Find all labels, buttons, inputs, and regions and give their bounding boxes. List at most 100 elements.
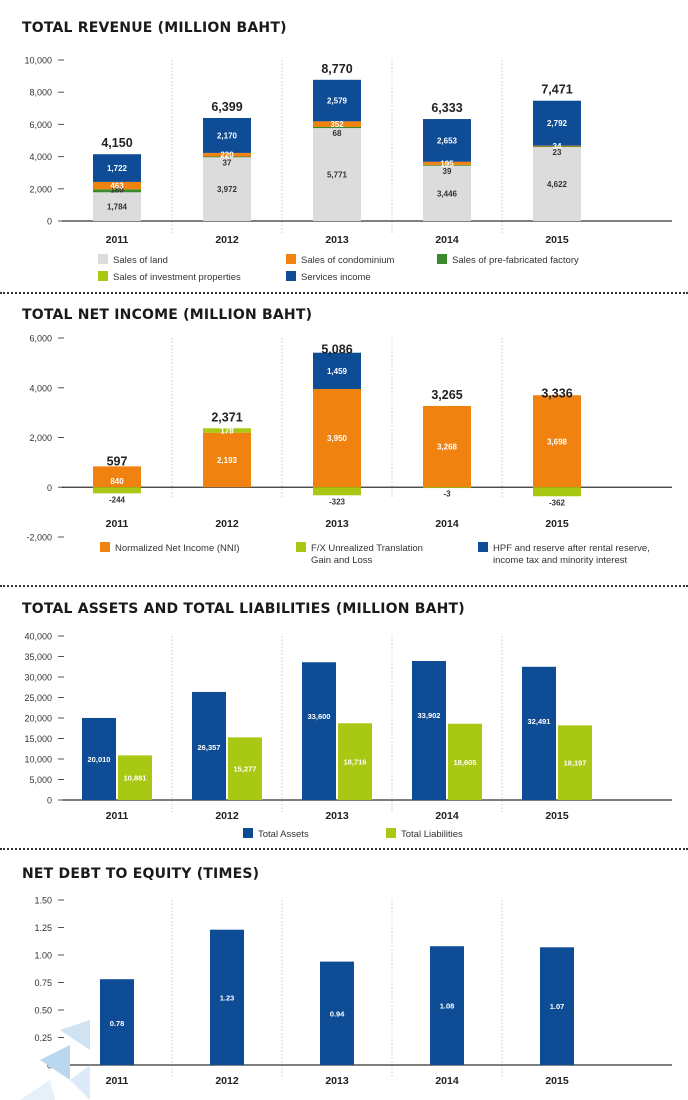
y-tick-label: 30,000 xyxy=(24,673,52,683)
data-label-fx: -244 xyxy=(109,495,126,504)
legend-investment-label: Sales of investment properties xyxy=(113,272,241,283)
bar-fx xyxy=(313,487,361,496)
bar-total-liabilities xyxy=(448,723,482,800)
y-tick-label: 1.50 xyxy=(34,896,52,906)
bar-nni xyxy=(93,466,141,488)
x-tick-label: 2012 xyxy=(215,1075,239,1087)
y-tick-label: 35,000 xyxy=(24,652,52,662)
y-tick-label: 8,000 xyxy=(29,88,52,98)
total-label: 5,086 xyxy=(321,343,352,357)
bar-net-debt-to-equity xyxy=(100,979,134,1065)
y-tick-label: 0 xyxy=(47,217,52,227)
bar-services xyxy=(533,100,581,146)
legend-services-swatch xyxy=(286,271,296,281)
bar-total-assets xyxy=(412,661,446,800)
total-label: 3,336 xyxy=(541,386,572,400)
total-label: 6,399 xyxy=(211,100,242,114)
net-income-chart: 6,000 4,000 2,000 0 -2,000 2011 2012 2013 2014 20… xyxy=(26,334,672,566)
total-label: 8,770 xyxy=(321,62,352,76)
legend-liabilities-swatch xyxy=(386,828,396,838)
data-label-factory: 37 xyxy=(223,158,232,167)
data-label-condo: 463 xyxy=(110,182,124,191)
total-label: 597 xyxy=(107,454,128,468)
bar-factory xyxy=(423,164,471,166)
data-label-land: 3,972 xyxy=(217,185,238,194)
legend-assets-label: Total Assets xyxy=(258,829,309,840)
y-tick-label: 15,000 xyxy=(24,734,52,744)
nde-chart: 1.501.251.000.750.500.250201120122013201… xyxy=(34,896,672,1087)
y-tick-label: 2,000 xyxy=(29,433,52,443)
data-label-hpf: 1,459 xyxy=(327,367,348,376)
bar-fx xyxy=(533,487,581,497)
data-label-nni: 3,950 xyxy=(327,434,348,443)
y-tick-label: 10,000 xyxy=(24,755,52,765)
data-label-liabilities: 10,881 xyxy=(124,774,147,783)
y-tick-label: 5,000 xyxy=(29,775,52,785)
data-label-land: 1,784 xyxy=(107,203,128,212)
legend-investment-swatch xyxy=(98,271,108,281)
bar-factory xyxy=(203,156,251,158)
assets-chart-title: TOTAL ASSETS AND TOTAL LIABILITIES (MILL… xyxy=(22,601,465,617)
legend-assets-swatch xyxy=(243,828,253,838)
data-label-nde: 0.94 xyxy=(330,1009,345,1018)
bar-nni xyxy=(423,405,471,488)
x-tick-label: 2013 xyxy=(325,234,349,246)
bar-total-liabilities xyxy=(338,723,372,800)
bar-land xyxy=(203,157,251,221)
data-label-services: 1,722 xyxy=(107,164,128,173)
x-tick-label: 2012 xyxy=(215,810,239,822)
legend-hpf-label: HPF and reserve after rental reserve, xyxy=(493,543,650,554)
bar-nni xyxy=(533,395,581,488)
data-label-nde: 1.08 xyxy=(440,1002,455,1011)
data-label-condo: 220 xyxy=(220,151,234,160)
data-label-condo: 352 xyxy=(330,120,344,129)
total-label: 2,371 xyxy=(211,410,242,424)
bar-fx xyxy=(93,487,141,494)
y-tick-label: 2,000 xyxy=(29,184,52,194)
data-label-factory: 39 xyxy=(443,167,452,176)
assets-chart: 40,000 35,000 30,000 25,000 20,000 15,000 10,0… xyxy=(24,632,672,840)
data-label-land: 4,622 xyxy=(547,180,568,189)
legend-condo-label: Sales of condominium xyxy=(301,255,395,266)
bar-net-debt-to-equity xyxy=(430,946,464,1065)
data-label-services: 2,170 xyxy=(217,131,238,140)
y-tick-label: 6,000 xyxy=(29,334,52,344)
revenue-chart: 10,000 8,000 6,000 4,000 2,000 0 2011 2012 2013 2… xyxy=(24,56,672,283)
y-tick-label: 4,000 xyxy=(29,152,52,162)
data-label-condo: 195 xyxy=(440,159,454,168)
legend-condo-swatch xyxy=(286,254,296,264)
x-tick-label: 2015 xyxy=(545,234,569,246)
bar-services xyxy=(423,119,471,162)
bar-total-assets xyxy=(302,662,336,800)
y-tick-label: 20,000 xyxy=(24,714,52,724)
x-tick-label: 2012 xyxy=(215,518,239,530)
data-label-land: 5,771 xyxy=(327,171,348,180)
total-label: 4,150 xyxy=(101,136,132,150)
legend-land-label: Sales of land xyxy=(113,255,168,266)
x-tick-label: 2014 xyxy=(435,810,459,822)
data-label-assets: 33,902 xyxy=(418,711,441,720)
bar-fx xyxy=(423,487,471,489)
x-tick-label: 2014 xyxy=(435,1075,459,1087)
x-tick-label: 2011 xyxy=(106,810,129,822)
x-tick-label: 2011 xyxy=(106,234,129,246)
bar-factory xyxy=(313,126,361,129)
legend-hpf-label: income tax and minority interest xyxy=(493,555,627,566)
bar-factory xyxy=(533,146,581,148)
data-label-assets: 20,010 xyxy=(88,755,111,764)
data-label-liabilities: 18,605 xyxy=(454,758,477,767)
data-label-factory: 23 xyxy=(553,148,562,157)
legend-factory-swatch xyxy=(437,254,447,264)
legend-factory-label: Sales of pre-fabricated factory xyxy=(452,255,579,266)
data-label-assets: 33,600 xyxy=(308,712,331,721)
data-label-nde: 1.23 xyxy=(220,993,235,1002)
bar-services xyxy=(313,79,361,122)
bar-services xyxy=(203,117,251,153)
y-tick-label: 0.75 xyxy=(34,978,52,988)
bar-total-assets xyxy=(192,691,226,800)
legend-fx-label: F/X Unrealized Translation xyxy=(311,543,423,554)
bar-land xyxy=(533,146,581,221)
y-tick-label: 6,000 xyxy=(29,120,52,130)
bar-nni xyxy=(203,432,251,488)
y-tick-label: 10,000 xyxy=(24,56,52,66)
